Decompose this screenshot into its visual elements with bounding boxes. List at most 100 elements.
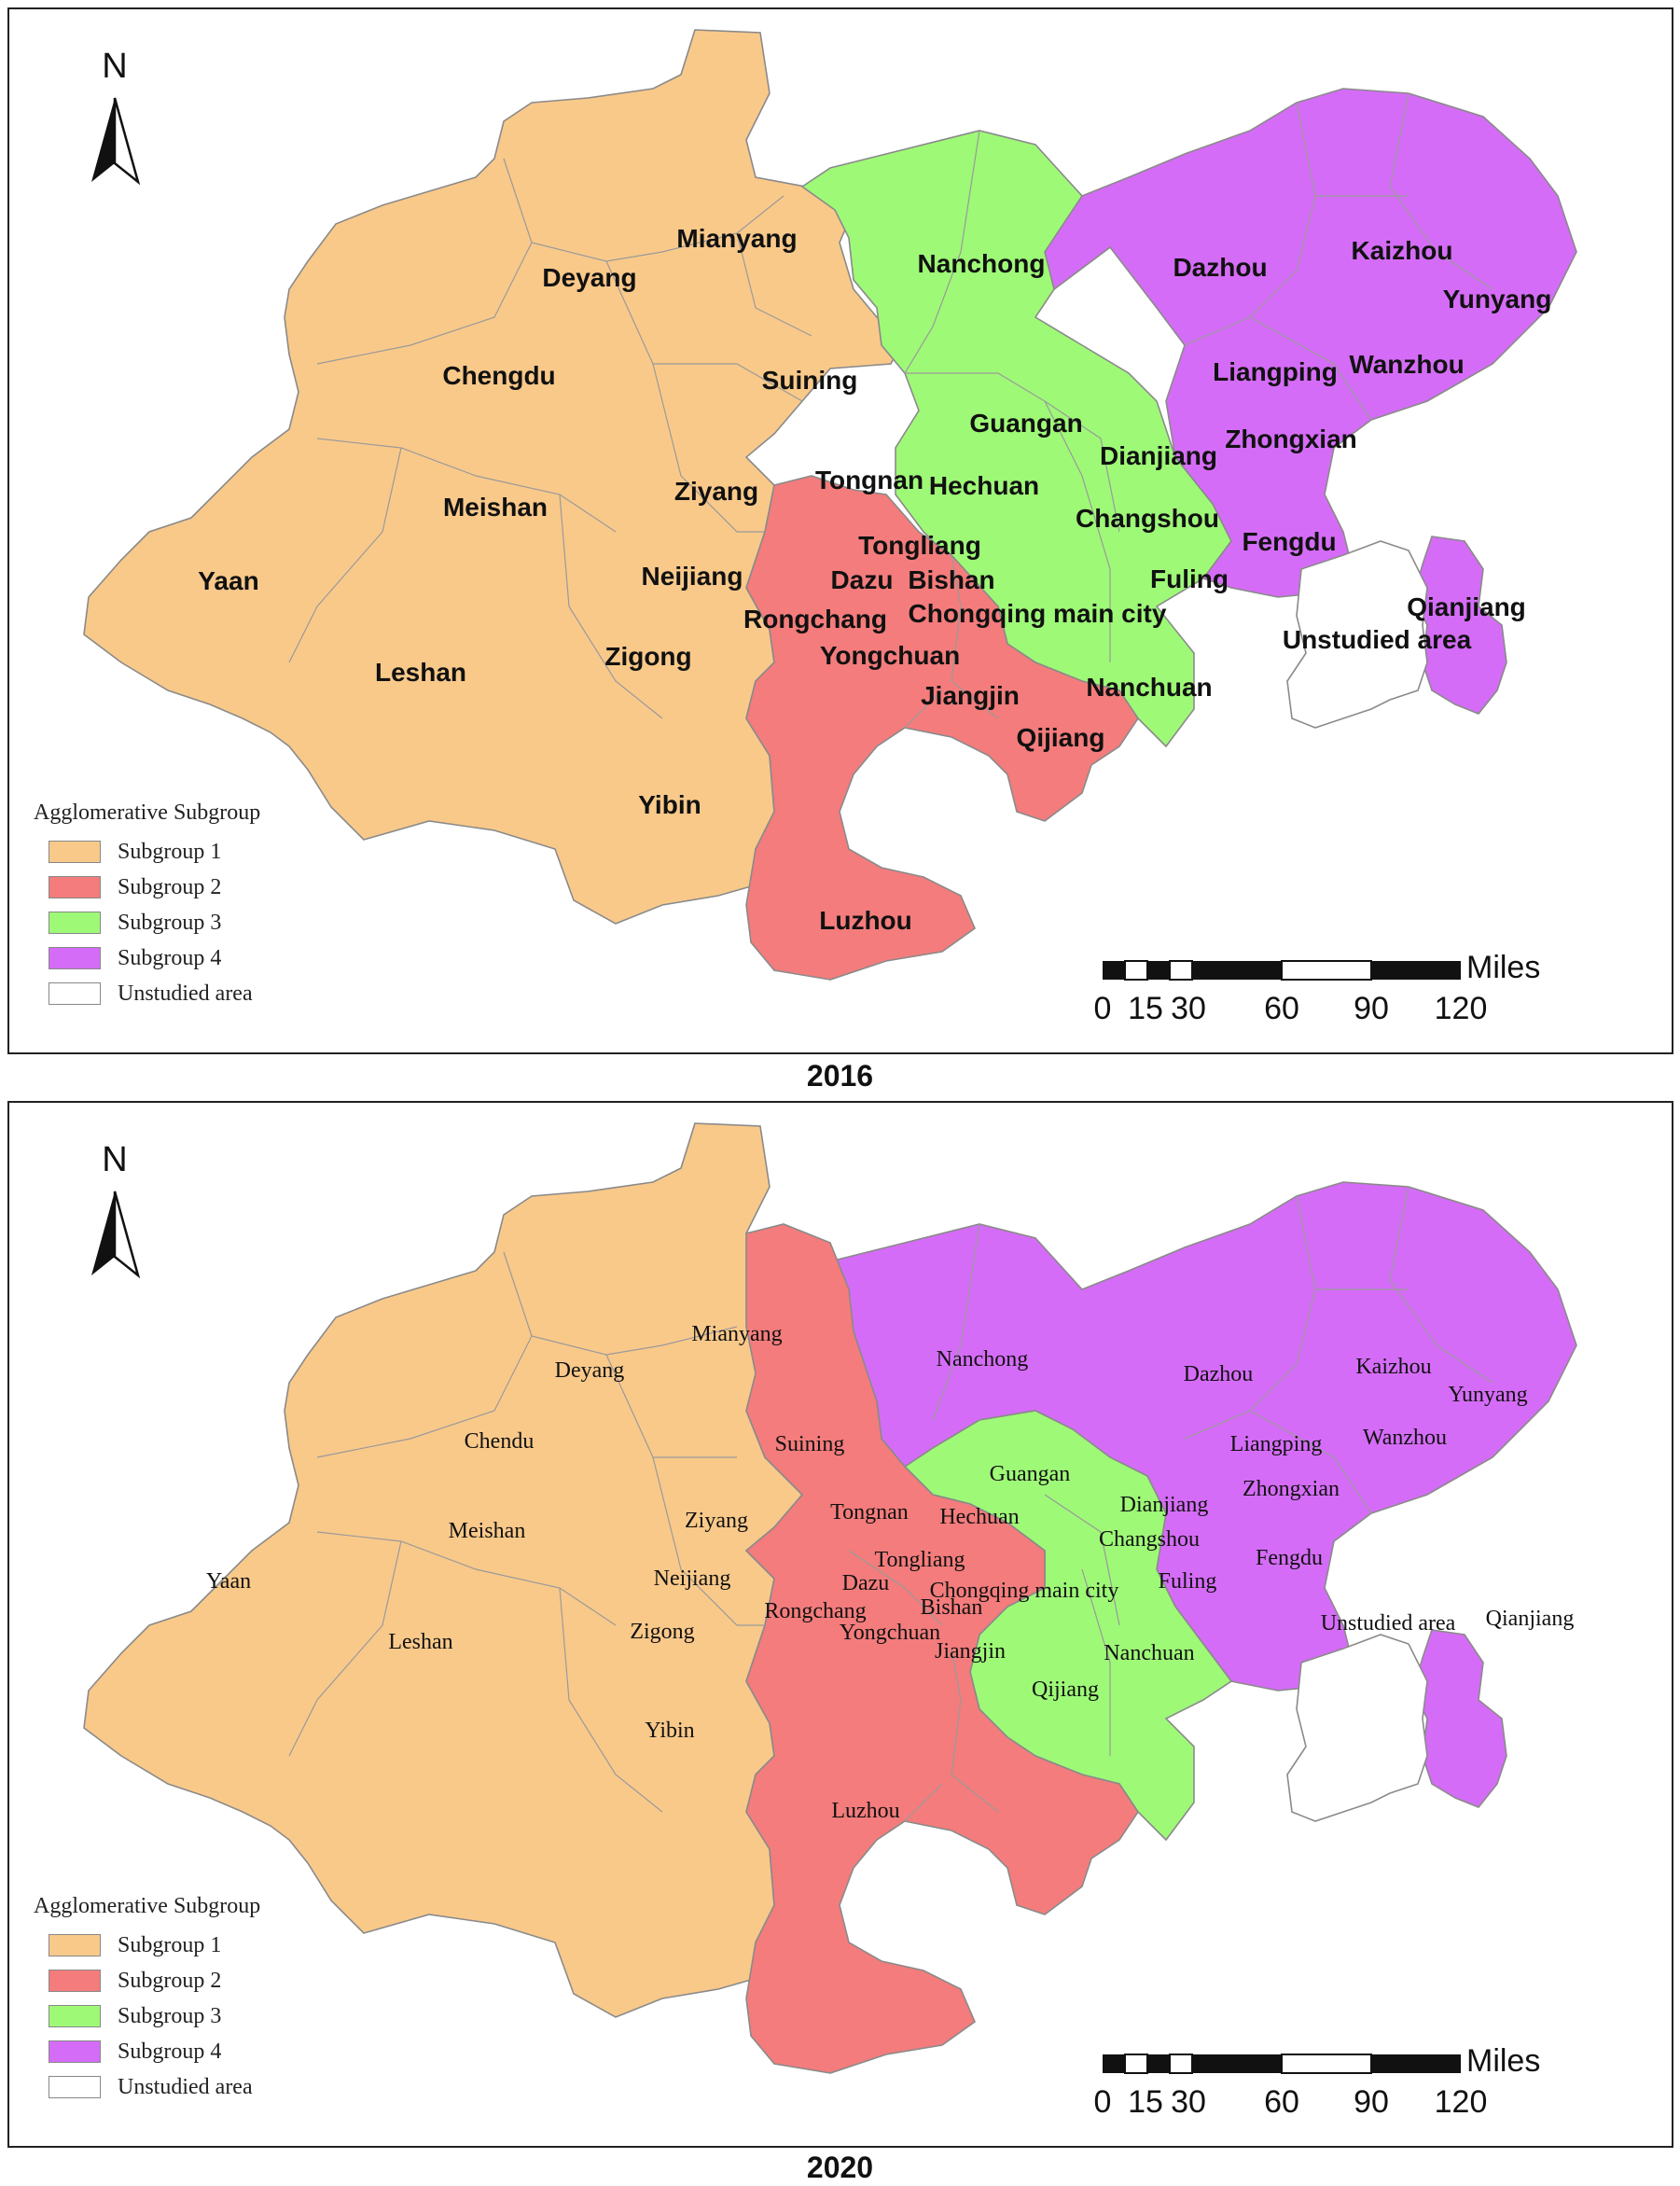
label-neijiang: Neijiang [642, 562, 743, 591]
legend: Agglomerative Subgroup Subgroup 1 Subgro… [34, 801, 351, 1034]
label-yaan: Yaan [206, 1569, 251, 1594]
label-zigong: Zigong [630, 1620, 694, 1644]
label-qijiang: Qijiang [1017, 723, 1105, 752]
legend-swatch [49, 2005, 101, 2027]
subgroup-1-region [83, 1122, 855, 2018]
district-boundaries [288, 1186, 1493, 1822]
map-panel-2020: Mianyang Deyang Chendu Suining Meishan Z… [7, 1101, 1673, 2148]
label-fengdu: Fengdu [1242, 527, 1336, 556]
label-deyang: Deyang [555, 1358, 625, 1383]
label-kaizhou: Kaizhou [1352, 236, 1453, 265]
label-chongqing-main-city: Chongqing main city [909, 599, 1167, 628]
legend-item-subgroup-4: Subgroup 4 [34, 944, 332, 972]
label-qianjiang: Qianjiang [1407, 592, 1526, 621]
label-nanchuan: Nanchuan [1086, 673, 1212, 702]
scale-tick: 0 [1093, 2084, 1112, 2120]
label-guangan: Guangan [990, 1462, 1071, 1486]
legend-swatch [49, 1970, 101, 1992]
label-leshan: Leshan [388, 1630, 452, 1654]
label-hechuan: Hechuan [929, 471, 1039, 500]
scale-unit: Miles [1466, 950, 1541, 985]
scale-tick: 60 [1264, 2084, 1299, 2120]
legend-item-subgroup-2: Subgroup 2 [34, 873, 332, 901]
legend: Agglomerative Subgroup Subgroup 1 Subgro… [34, 1894, 351, 2127]
legend-label: Subgroup 1 [118, 840, 222, 864]
scale-tick: 30 [1171, 991, 1206, 1026]
label-tongnan: Tongnan [830, 1500, 909, 1525]
legend-item-subgroup-4: Subgroup 4 [34, 2038, 332, 2066]
label-neijiang: Neijiang [654, 1566, 731, 1591]
label-tongliang: Tongliang [875, 1548, 965, 1572]
scale-tick: 120 [1434, 2084, 1488, 2120]
label-zhongxian: Zhongxian [1225, 425, 1357, 453]
label-dazhou: Dazhou [1184, 1362, 1254, 1386]
map-panel-2016: Mianyang Deyang Chengdu Suining Meishan … [7, 7, 1673, 1054]
label-tongliang: Tongliang [858, 531, 981, 560]
label-jiangjin: Jiangjin [921, 681, 1020, 710]
label-rongchang: Rongchang [743, 605, 887, 634]
legend-label: Subgroup 4 [118, 946, 222, 970]
label-dazhou: Dazhou [1173, 253, 1267, 282]
label-guangan: Guangan [969, 409, 1082, 438]
legend-title: Agglomerative Subgroup [34, 801, 261, 825]
label-kaizhou: Kaizhou [1355, 1355, 1431, 1379]
legend-item-subgroup-3: Subgroup 3 [34, 909, 332, 937]
label-wanzhou: Wanzhou [1363, 1426, 1447, 1450]
scale-tick: 90 [1354, 2084, 1389, 2120]
legend-swatch [49, 841, 101, 863]
label-tongnan: Tongnan [815, 466, 923, 494]
legend-swatch [49, 912, 101, 934]
unstudied-region [1286, 540, 1428, 729]
label-changshou: Changshou [1099, 1527, 1200, 1552]
label-hechuan: Hechuan [939, 1505, 1019, 1529]
label-ziyang: Ziyang [685, 1509, 748, 1533]
legend-swatch [49, 947, 101, 969]
label-meishan: Meishan [449, 1519, 526, 1543]
legend-title: Agglomerative Subgroup [34, 1894, 261, 1918]
north-letter: N [102, 1140, 128, 1179]
scale-bar: Miles 0 15 30 60 90 120 [1091, 2043, 1576, 2127]
label-dianjiang: Dianjiang [1100, 441, 1217, 470]
label-chongqing-main-city: Chongqing main city [930, 1579, 1119, 1603]
label-unstudied-area: Unstudied area [1283, 625, 1472, 654]
label-liangping: Liangping [1230, 1432, 1323, 1456]
legend-item-subgroup-3: Subgroup 3 [34, 2002, 332, 2030]
scale-tick: 0 [1093, 991, 1112, 1026]
panel-caption-2016: 2016 [806, 1059, 874, 1093]
legend-label: Subgroup 2 [118, 1969, 222, 1993]
label-rongchang: Rongchang [764, 1599, 866, 1623]
label-ziyang: Ziyang [674, 477, 758, 506]
legend-swatch [49, 2040, 101, 2063]
label-mianyang: Mianyang [676, 224, 797, 253]
label-chendu: Chendu [465, 1429, 535, 1454]
label-yunyang: Yunyang [1448, 1383, 1527, 1407]
legend-item-unstudied: Unstudied area [34, 2073, 332, 2101]
label-bishan: Bishan [921, 1595, 983, 1620]
label-zhongxian: Zhongxian [1243, 1477, 1340, 1501]
label-deyang: Deyang [542, 263, 636, 292]
scale-bar-graphic [1103, 960, 1461, 981]
label-chengdu: Chengdu [442, 361, 555, 390]
district-boundaries [288, 92, 1493, 729]
label-changshou: Changshou [1076, 504, 1219, 533]
label-dazu: Dazu [831, 565, 894, 594]
panel-caption-2020: 2020 [806, 2151, 874, 2184]
label-leshan: Leshan [375, 658, 466, 687]
label-luzhou: Luzhou [819, 906, 912, 935]
north-arrow: N [82, 1140, 147, 1280]
label-meishan: Meishan [443, 493, 548, 522]
label-yibin: Yibin [638, 790, 701, 819]
label-yunyang: Yunyang [1443, 285, 1552, 313]
scale-bar-graphic [1103, 2054, 1461, 2074]
label-yibin: Yibin [645, 1719, 694, 1743]
north-arrow-icon [91, 97, 141, 186]
legend-item-unstudied: Unstudied area [34, 980, 332, 1008]
label-jiangjin: Jiangjin [935, 1639, 1006, 1664]
legend-label: Subgroup 1 [118, 1933, 222, 1957]
label-yongchuan: Yongchuan [820, 641, 960, 670]
north-letter: N [102, 47, 128, 86]
label-nanchuan: Nanchuan [1104, 1641, 1194, 1665]
legend-label: Unstudied area [118, 982, 253, 1006]
legend-swatch [49, 2076, 101, 2098]
scale-tick: 15 [1128, 2084, 1163, 2120]
